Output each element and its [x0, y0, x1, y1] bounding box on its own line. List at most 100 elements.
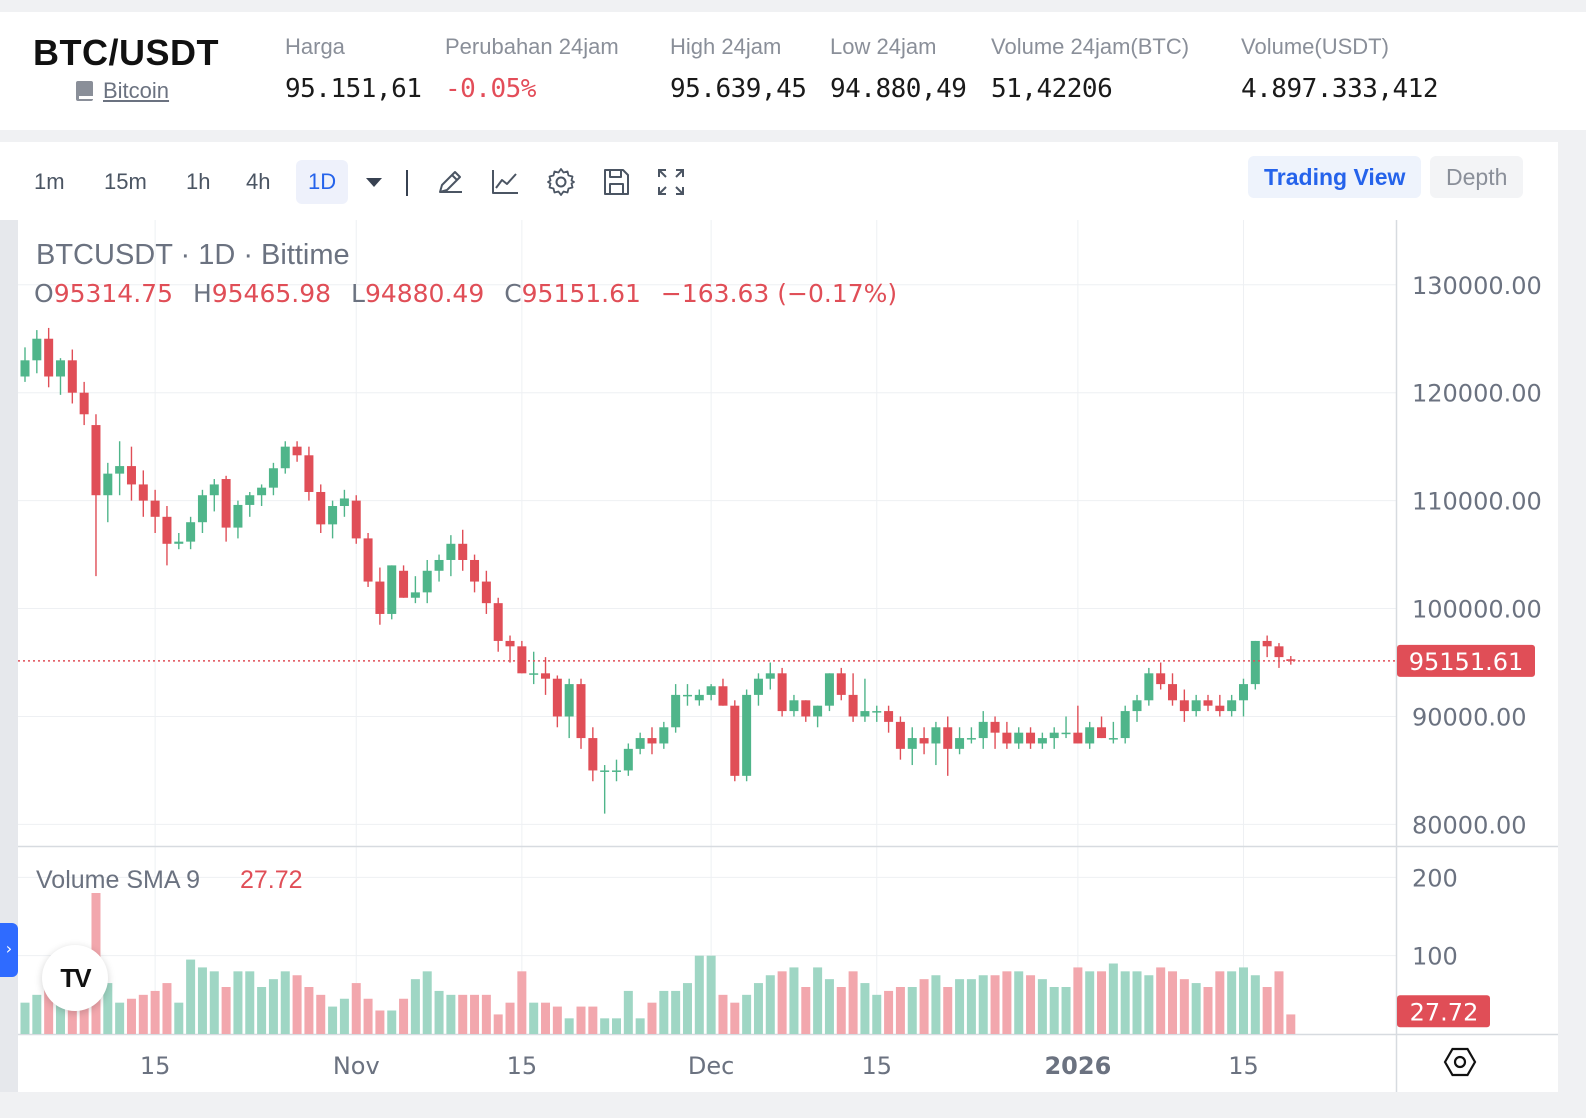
- volume-tick-label: 100: [1412, 943, 1458, 971]
- stat-value: -0.05%: [445, 74, 536, 104]
- coin-info-link[interactable]: Bitcoin: [76, 78, 169, 104]
- candle-body: [919, 738, 929, 744]
- volume-bar: [316, 994, 326, 1034]
- candle-body: [1262, 640, 1272, 647]
- chart-panel: 1m 15m 1h 4h 1D Trading View Depth 13000…: [0, 142, 1558, 1092]
- volume-sma-value: 27.72: [240, 866, 303, 894]
- volume-bar: [541, 1002, 551, 1034]
- volume-bar: [387, 1010, 397, 1034]
- volume-bar: [1262, 987, 1272, 1034]
- price-tick-label: 110000.00: [1412, 488, 1542, 516]
- candle-body: [126, 466, 136, 485]
- toolbar-divider: [406, 170, 408, 196]
- volume-bar: [1085, 971, 1095, 1034]
- volume-bar: [20, 1002, 30, 1034]
- chart-settings-icon[interactable]: [1443, 1047, 1477, 1077]
- candle-body: [162, 516, 172, 544]
- timeframe-1h[interactable]: 1h: [186, 169, 211, 194]
- volume-bar: [446, 994, 456, 1034]
- candle-body: [1085, 727, 1095, 744]
- stat-value: 95.151,61: [285, 74, 422, 104]
- candle-body: [493, 603, 503, 641]
- depth-button[interactable]: Depth: [1430, 156, 1524, 198]
- side-panel-toggle[interactable]: ›: [0, 923, 18, 977]
- timeframe-15m[interactable]: 15m: [104, 169, 147, 194]
- volume-sma-label: Volume SMA 9: [36, 866, 200, 894]
- candle-body: [1238, 684, 1248, 701]
- price-tick-label: 100000.00: [1412, 596, 1542, 624]
- fullscreen-icon[interactable]: [655, 166, 687, 198]
- candle-body: [505, 640, 515, 647]
- timeframe-1d[interactable]: 1D: [296, 160, 349, 204]
- candle-body: [91, 425, 101, 496]
- candle-body: [1191, 700, 1201, 712]
- candle-body: [1156, 673, 1166, 685]
- volume-bar: [635, 1018, 645, 1034]
- volume-bar: [848, 971, 858, 1034]
- volume-bar: [328, 1006, 338, 1034]
- candle-body: [470, 559, 480, 582]
- volume-bar: [789, 967, 799, 1034]
- trading-view-button[interactable]: Trading View: [1248, 156, 1422, 198]
- candle-body: [20, 360, 30, 377]
- volume-bar: [706, 955, 716, 1034]
- volume-bar: [884, 990, 894, 1034]
- timeframe-1m[interactable]: 1m: [34, 169, 65, 194]
- volume-bar: [493, 1014, 503, 1034]
- time-tick-label: Dec: [688, 1052, 734, 1080]
- candle-body: [990, 721, 1000, 733]
- timeframe-dropdown-icon[interactable]: [366, 178, 382, 187]
- pencil-icon[interactable]: [434, 166, 466, 198]
- stat-label: Perubahan 24jam: [445, 34, 619, 59]
- volume-bar: [1286, 1014, 1296, 1034]
- stat-label: Low 24jam: [830, 34, 937, 59]
- volume-tick-label: 200: [1412, 864, 1458, 892]
- legend-low-label: L: [351, 279, 365, 308]
- candle-body: [351, 500, 361, 539]
- timeframe-4h[interactable]: 4h: [246, 169, 271, 194]
- candle-body: [458, 543, 468, 560]
- candles: [20, 327, 1296, 814]
- candle-body: [1215, 705, 1225, 712]
- volume-bar: [1120, 971, 1130, 1034]
- volume-bar: [1168, 971, 1178, 1034]
- volume-bar: [1274, 971, 1284, 1034]
- candle-body: [564, 684, 574, 717]
- candle-body: [1179, 700, 1189, 712]
- candle-body: [1274, 646, 1284, 658]
- legend-close-value: 95151.61: [522, 279, 641, 308]
- line-chart-icon[interactable]: [489, 166, 521, 198]
- volume-bar: [623, 990, 633, 1034]
- candle-body: [635, 738, 645, 749]
- legend-high-value: 95465.98: [212, 279, 331, 308]
- candle-body: [789, 700, 799, 712]
- candle-body: [694, 694, 704, 701]
- volume-bar: [1215, 971, 1225, 1034]
- stat-label: Volume 24jam(BTC): [991, 34, 1190, 59]
- candle-body: [328, 506, 338, 525]
- candle-body: [552, 678, 562, 717]
- candle-body: [682, 694, 692, 697]
- volume-bar: [943, 987, 953, 1034]
- volume-bar: [138, 994, 148, 1034]
- volume-bar: [1227, 971, 1237, 1034]
- candle-body: [895, 721, 905, 749]
- candle-body: [576, 684, 586, 739]
- volume-bar: [694, 955, 704, 1034]
- candle-body: [257, 487, 267, 496]
- stat-label: High 24jam: [670, 34, 782, 59]
- candlestick-chart[interactable]: 130000.00 120000.00 110000.00 100000.00 9000…: [0, 220, 1558, 1092]
- volume-bar: [1049, 987, 1059, 1034]
- gear-icon[interactable]: [545, 166, 577, 198]
- volume-bar: [872, 994, 882, 1034]
- volume-bar: [126, 998, 136, 1034]
- volume-bar: [813, 967, 823, 1034]
- candle-body: [671, 694, 681, 728]
- save-icon[interactable]: [600, 166, 632, 198]
- volume-bar: [470, 994, 480, 1034]
- volume-bar: [671, 990, 681, 1034]
- volume-bar: [600, 1018, 610, 1034]
- coin-link-label: Bitcoin: [103, 78, 170, 103]
- candle-body: [1132, 700, 1142, 712]
- candle-body: [375, 581, 385, 614]
